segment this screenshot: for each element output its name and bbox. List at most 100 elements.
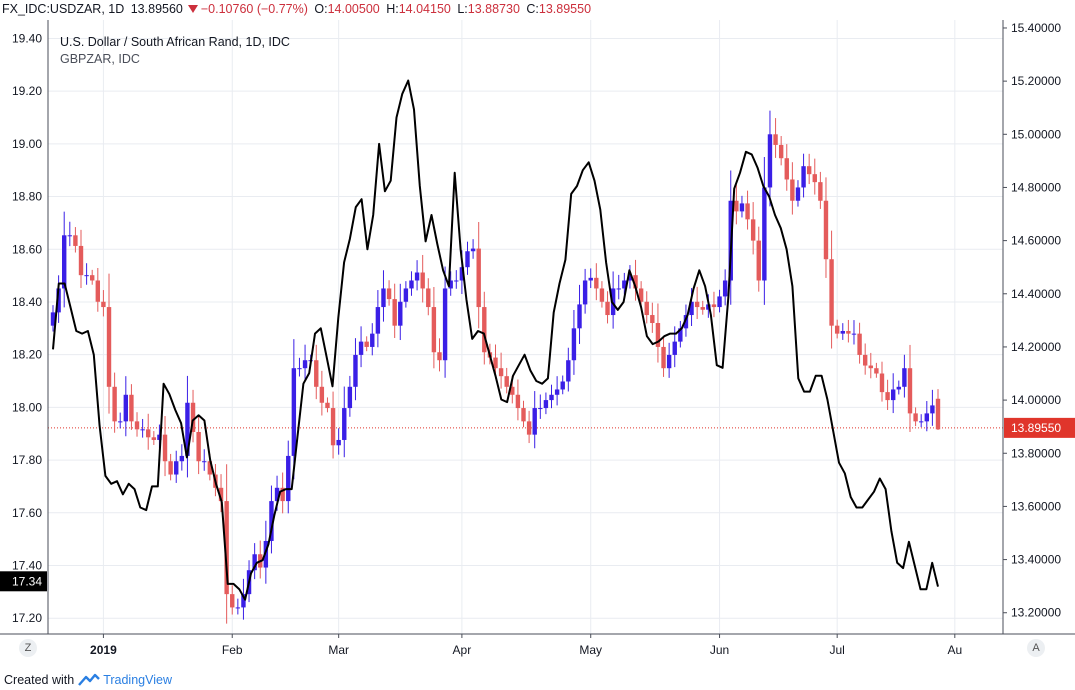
- candle-body: [930, 405, 935, 414]
- log-scale-toggle-button[interactable]: Z: [19, 639, 37, 657]
- candle-body: [795, 187, 801, 201]
- candle-body: [470, 248, 476, 252]
- candle-body: [426, 288, 431, 308]
- candle-body: [571, 328, 577, 361]
- right-tick-label: 13.20000: [1011, 606, 1061, 620]
- high-label: H:: [386, 2, 399, 16]
- candle-body: [577, 304, 582, 329]
- candle-body: [510, 386, 515, 395]
- candle-body: [174, 461, 179, 475]
- candle-body: [286, 455, 291, 502]
- candle-body: [347, 386, 353, 409]
- candle-body: [375, 307, 381, 334]
- candle-body: [336, 439, 341, 446]
- candle-body: [829, 259, 834, 326]
- candle-body: [538, 408, 543, 410]
- candle-body: [823, 200, 829, 260]
- brand-label[interactable]: TradingView: [103, 673, 172, 687]
- candle-body: [885, 392, 890, 401]
- candle-body: [633, 275, 638, 289]
- left-axis-ticks: 19.40 19.20 19.00 18.80 18.60 18.40 18.20 18.00…: [12, 31, 42, 625]
- candle-body: [504, 376, 509, 387]
- change-value: −0.10760 (−0.77%): [200, 2, 308, 16]
- chart-svg[interactable]: 19.40 19.20 19.00 18.80 18.60 18.40 18.20 18.00…: [0, 20, 1075, 664]
- candle-body: [773, 134, 778, 145]
- last-price: 13.89560: [130, 2, 183, 16]
- candle-body: [196, 431, 201, 462]
- candle-body: [532, 408, 537, 435]
- left-tick-label: 18.80: [12, 190, 42, 204]
- time-tick-label: May: [579, 643, 602, 657]
- left-tick-label: 17.80: [12, 453, 42, 467]
- candle-body: [902, 368, 907, 387]
- axis-tags: 13.89550 17.34: [0, 417, 1075, 592]
- candle-body: [650, 315, 655, 324]
- left-tick-label: 19.40: [12, 31, 42, 45]
- candle-body: [280, 487, 285, 502]
- gbpzar-line: [52, 79, 939, 601]
- candle-body: [689, 301, 694, 316]
- candle-body: [162, 434, 168, 462]
- time-tick-label: Apr: [453, 643, 472, 657]
- candle-body: [129, 394, 134, 422]
- last-price-tag-bg: [1004, 417, 1075, 438]
- candle-body: [224, 501, 229, 595]
- candle-body: [297, 368, 302, 370]
- candle-body: [582, 280, 588, 305]
- candle-body: [846, 330, 851, 334]
- right-tick-label: 14.00000: [1011, 393, 1061, 407]
- open-label: O:: [314, 2, 328, 16]
- legend-compare: GBPZAR, IDC: [60, 52, 140, 66]
- candle-body: [84, 275, 89, 277]
- auto-scale-toggle-button[interactable]: A: [1027, 639, 1045, 657]
- right-tick-label: 14.60000: [1011, 234, 1061, 248]
- candle-body: [235, 607, 241, 609]
- candle-body: [269, 501, 274, 541]
- candle-body: [330, 408, 336, 446]
- time-tick-label: Mar: [328, 643, 349, 657]
- candle-body: [851, 333, 857, 335]
- low-label: L:: [457, 2, 468, 16]
- candle-body: [151, 437, 157, 440]
- symbol-label[interactable]: FX_IDC:USDZAR, 1D: [2, 2, 125, 16]
- candle-body: [734, 200, 739, 212]
- candle-body: [319, 386, 325, 403]
- candle-body: [493, 357, 498, 369]
- candle-body: [812, 174, 817, 183]
- candle-body: [767, 134, 773, 188]
- symbol-header: FX_IDC:USDZAR, 1D 13.89560 −0.10760 (−0.7…: [2, 2, 594, 20]
- time-axis-ticks: 2019 Feb Mar Apr May Jun Jul Au: [90, 634, 962, 657]
- candle-body: [739, 203, 745, 212]
- left-tick-label: 17.60: [12, 506, 42, 520]
- candle-body: [431, 307, 437, 353]
- candle-body: [599, 288, 605, 302]
- candle-body: [762, 187, 767, 281]
- candle-body: [95, 280, 101, 302]
- time-tick-label: 2019: [90, 643, 117, 657]
- candle-body: [818, 182, 823, 201]
- candle-body: [442, 288, 448, 361]
- candle-body: [678, 328, 683, 342]
- candle-body: [263, 540, 269, 568]
- candle-body: [314, 360, 319, 387]
- candle-body: [879, 373, 885, 393]
- candle-body: [605, 301, 610, 316]
- candle-body: [168, 461, 173, 475]
- open-value: 14.00500: [327, 2, 380, 16]
- left-tick-label: 18.00: [12, 400, 42, 414]
- candle-body: [790, 179, 795, 201]
- candle-body: [476, 248, 481, 308]
- candle-body: [67, 235, 73, 237]
- candle-body: [588, 277, 593, 281]
- candle-body: [672, 341, 677, 355]
- time-tick-label: Jun: [710, 643, 729, 657]
- candle-body: [890, 389, 896, 401]
- candle-body: [526, 421, 532, 435]
- candle-body: [717, 296, 722, 308]
- candle-body: [683, 315, 689, 329]
- chart-area[interactable]: 19.40 19.20 19.00 18.80 18.60 18.40 18.20 18.00…: [0, 20, 1075, 664]
- right-tick-label: 14.80000: [1011, 180, 1061, 194]
- legend: U.S. Dollar / South African Rand, 1D, ID…: [60, 35, 290, 66]
- candle-body: [392, 299, 397, 326]
- candle-body: [907, 368, 913, 414]
